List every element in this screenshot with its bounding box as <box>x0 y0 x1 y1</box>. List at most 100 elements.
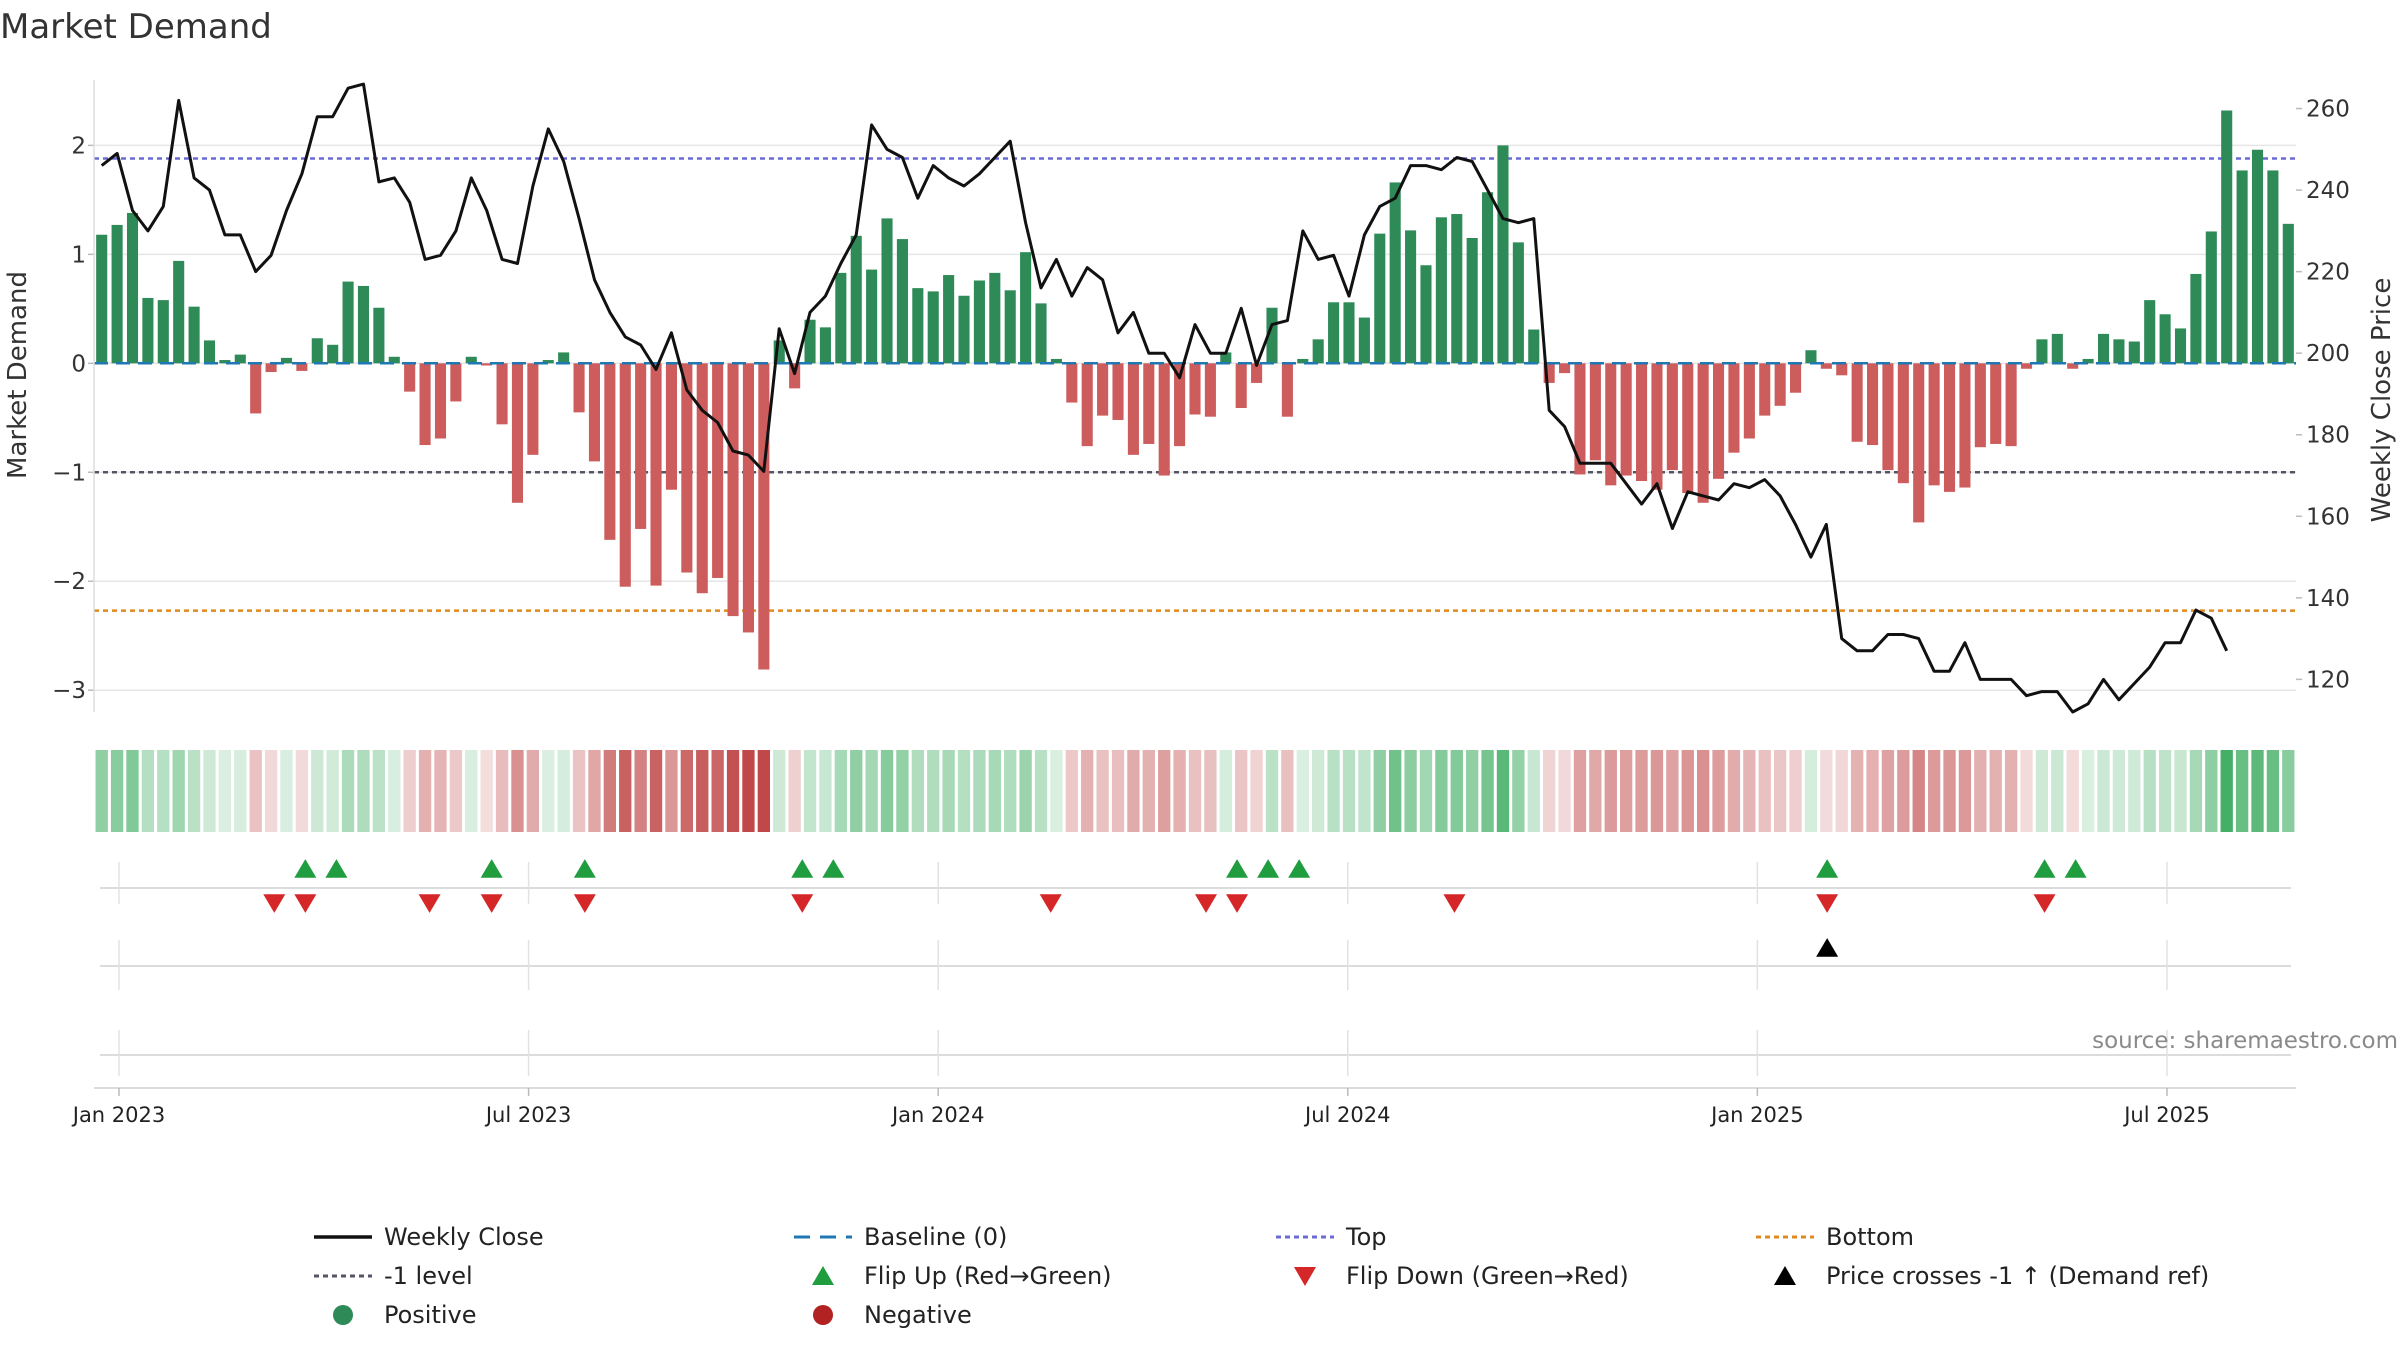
heat-cell <box>1850 750 1864 832</box>
flip-down-marker <box>1443 894 1466 913</box>
demand-bar <box>142 297 154 364</box>
heat-cell <box>249 750 262 832</box>
heat-cell <box>1789 750 1802 832</box>
demand-bar <box>481 363 493 366</box>
demand-bar <box>511 363 524 503</box>
demand-bar <box>2128 341 2140 364</box>
x-tick-label: Jan 2023 <box>71 1103 166 1127</box>
heat-cell <box>1743 750 1756 832</box>
heat-cell <box>2266 750 2280 832</box>
demand-bar <box>327 344 339 364</box>
demand-bar <box>989 272 1001 364</box>
legend-swatch <box>1774 1266 1796 1285</box>
heat-cell <box>1081 750 1094 832</box>
heat-cell <box>372 750 386 832</box>
heat-cell <box>1358 750 1371 832</box>
heat-cell <box>495 750 509 832</box>
heat-cell <box>1296 750 1309 832</box>
demand-bar <box>2020 363 2033 369</box>
heat-cell <box>326 750 339 832</box>
heat-cell <box>1558 750 1571 832</box>
heat-cell <box>280 750 293 832</box>
demand-bar <box>696 363 708 594</box>
flip-down-marker <box>294 894 317 913</box>
demand-bar <box>1666 363 1678 471</box>
heat-cell <box>1943 750 1956 832</box>
demand-bar <box>280 357 293 364</box>
heat-cell <box>2097 750 2110 832</box>
heat-cell <box>1620 750 1633 832</box>
demand-bar <box>1497 145 1509 364</box>
demand-bar <box>1389 182 1401 364</box>
heat-cell <box>1219 750 1232 832</box>
demand-bar <box>1574 363 1586 475</box>
demand-bar <box>835 272 847 364</box>
heat-cell <box>1666 750 1679 832</box>
y2-tick-label: 200 <box>2306 341 2350 367</box>
demand-bar <box>712 363 724 578</box>
heat-cell <box>1435 750 1448 832</box>
heat-cell <box>1712 750 1725 832</box>
heat-cell <box>1650 750 1664 832</box>
heat-cell <box>1004 750 1017 832</box>
heat-cell <box>1696 750 1710 832</box>
flip-up-marker <box>1816 859 1839 878</box>
demand-bar <box>1050 358 1062 364</box>
demand-bar <box>1420 265 1432 364</box>
demand-bar <box>1728 363 1740 453</box>
heat-cell <box>2112 750 2126 832</box>
demand-bar <box>1281 363 1293 417</box>
heat-cell <box>1450 750 1463 832</box>
demand-bar <box>650 363 662 586</box>
heat-cell <box>1897 750 1910 832</box>
heat-cell <box>588 750 601 832</box>
flip-up-marker <box>2033 859 2056 878</box>
heat-cell <box>1419 750 1433 832</box>
legend-label: Weekly Close <box>384 1223 544 1251</box>
heat-cell <box>295 750 309 832</box>
demand-bar <box>2205 231 2217 364</box>
demand-bar <box>604 363 616 540</box>
demand-bar <box>665 363 677 490</box>
demand-bar <box>527 363 539 455</box>
heat-cell <box>1127 750 1140 832</box>
heat-cell <box>1496 750 1510 832</box>
demand-bar <box>1189 363 1201 415</box>
heat-cell <box>1573 750 1587 832</box>
heat-cell <box>1804 750 1818 832</box>
reference-lines <box>94 157 2296 612</box>
demand-bar <box>1790 363 1802 393</box>
y2-tick-label: 140 <box>2306 586 2350 612</box>
heat-cell <box>2035 750 2049 832</box>
demand-bar <box>1405 230 1417 364</box>
demand-bar <box>1220 352 1232 364</box>
demand-bar <box>388 356 400 364</box>
heat-cell <box>403 750 416 832</box>
heat-cell <box>603 750 617 832</box>
heat-cell <box>2205 750 2218 832</box>
demand-bar <box>1127 363 1139 455</box>
demand-bar <box>1697 363 1709 503</box>
heat-cell <box>1327 750 1340 832</box>
demand-bar <box>1466 238 1478 364</box>
heat-cell <box>711 750 724 832</box>
flip-down-marker <box>1816 894 1839 913</box>
heat-cell <box>1974 750 1987 832</box>
demand-bar <box>1343 302 1355 364</box>
demand-bar <box>1974 363 1986 448</box>
flip-up-marker <box>1226 859 1249 878</box>
demand-bar <box>819 327 831 364</box>
heat-cell <box>264 750 278 832</box>
heat-cell <box>1681 750 1694 832</box>
demand-bar <box>2282 223 2294 364</box>
demand-bar <box>958 295 970 364</box>
demand-bar <box>1235 363 1247 408</box>
flip-down-marker <box>2033 894 2056 913</box>
demand-bar <box>1143 363 1155 444</box>
demand-bar <box>1204 363 1216 417</box>
heat-cell <box>757 750 770 832</box>
flip-down-marker <box>573 894 596 913</box>
legend-swatch <box>813 1305 833 1325</box>
demand-bar <box>1559 363 1571 374</box>
flip-up-marker <box>822 859 845 878</box>
